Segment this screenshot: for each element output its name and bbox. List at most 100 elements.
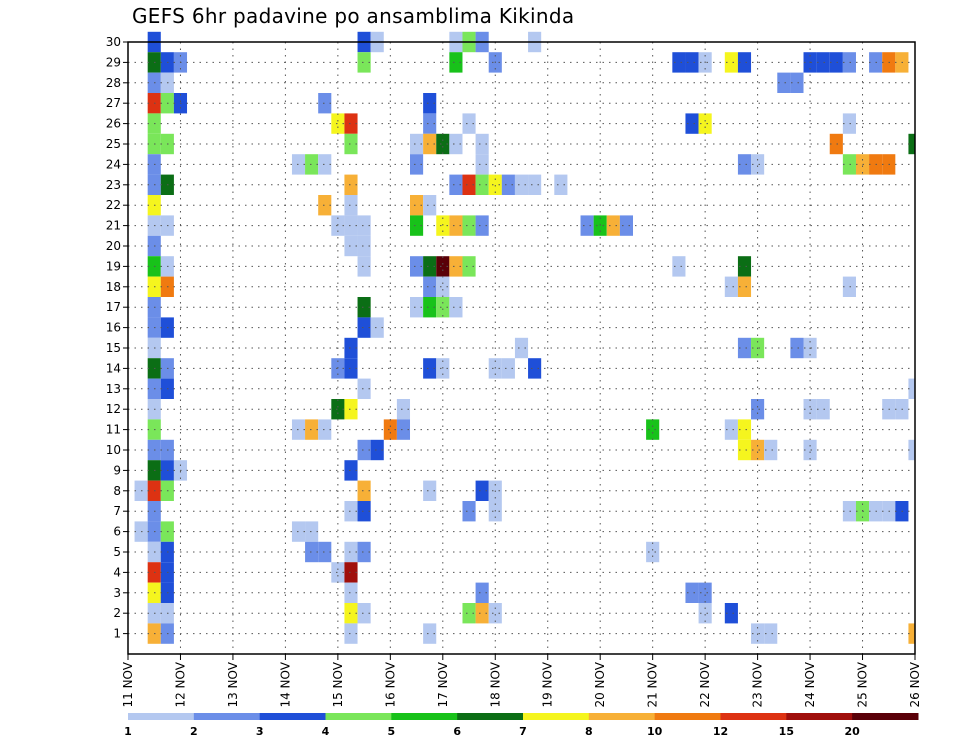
heatmap-cell: [488, 174, 502, 195]
heatmap-cell: [685, 113, 699, 134]
heatmap-cells: [134, 31, 915, 644]
legend-swatch: [588, 713, 656, 720]
heatmap-cell: [423, 93, 437, 114]
legend-swatch: [523, 713, 590, 720]
heatmap-cell: [410, 256, 424, 277]
heatmap-cell: [410, 154, 424, 175]
heatmap-cell: [423, 297, 437, 318]
heatmap-cell: [724, 52, 738, 73]
heatmap-cell: [672, 52, 686, 73]
legend-label: 3: [256, 725, 264, 738]
y-tick-label: 10: [106, 443, 121, 457]
heatmap-cell: [423, 358, 437, 379]
heatmap-cell: [396, 419, 411, 440]
heatmap-cell: [842, 154, 856, 175]
y-axis-ticks: 1234567891011121314151617181920212223242…: [106, 35, 128, 641]
y-tick-label: 17: [106, 300, 121, 314]
x-tick-label: 26 NOV: [908, 661, 922, 707]
x-tick-label: 21 NOV: [646, 661, 660, 707]
heatmap-cell: [737, 256, 752, 277]
heatmap-cell: [751, 154, 765, 175]
heatmap-cell: [331, 399, 345, 420]
legend-label: 15: [779, 725, 794, 738]
x-tick-label: 20 NOV: [593, 661, 607, 707]
heatmap-cell: [908, 623, 915, 644]
x-tick-label: 22 NOV: [698, 661, 712, 707]
y-tick-label: 28: [106, 76, 121, 90]
heatmap-cell: [672, 256, 686, 277]
heatmap-cell: [357, 215, 371, 236]
heatmap-cell: [764, 439, 778, 461]
y-tick-label: 2: [113, 606, 121, 620]
heatmap-cell: [423, 133, 437, 155]
heatmap-cell: [803, 399, 817, 420]
heatmap-cell: [291, 154, 306, 175]
heatmap-cell: [829, 133, 843, 155]
heatmap-cell: [344, 623, 358, 644]
x-tick-label: 18 NOV: [488, 661, 502, 707]
x-axis-ticks: 11 NOV 12 NOV 13 NOV 14 NOV 15 NOV 16 NOV 17 N…: [121, 654, 922, 708]
heatmap-cell: [344, 337, 358, 359]
heatmap-cell: [344, 215, 358, 236]
heatmap-cell: [436, 133, 450, 155]
heatmap-cell: [344, 113, 358, 134]
heatmap-cell: [423, 623, 437, 644]
y-tick-label: 12: [106, 402, 121, 416]
heatmap-cell: [436, 276, 450, 297]
y-tick-label: 29: [106, 55, 121, 69]
heatmap-cell: [331, 215, 345, 236]
heatmap-cell: [305, 541, 319, 563]
x-tick-label: 15 NOV: [331, 661, 345, 707]
heatmap-cell: [908, 133, 915, 155]
heatmap-cell: [462, 215, 476, 236]
heatmap-cell: [475, 582, 489, 603]
heatmap-cell: [436, 297, 450, 318]
heatmap-cell: [724, 419, 738, 440]
y-tick-label: 7: [113, 504, 121, 518]
heatmap-cell: [449, 133, 463, 155]
heatmap-cell: [344, 358, 358, 379]
heatmap-cell: [488, 603, 502, 624]
y-tick-label: 23: [106, 178, 121, 192]
heatmap-cell: [410, 195, 424, 216]
y-tick-label: 6: [113, 525, 121, 539]
y-tick-label: 11: [106, 423, 121, 437]
x-tick-label: 17 NOV: [436, 661, 450, 707]
heatmap-cell: [475, 154, 489, 175]
y-tick-label: 21: [106, 219, 121, 233]
heatmap-cell: [331, 562, 345, 583]
heatmap-cell: [357, 439, 371, 461]
heatmap-cell: [554, 174, 568, 195]
heatmap-cell: [344, 174, 358, 195]
heatmap-cell: [737, 337, 752, 359]
legend-swatch: [391, 713, 458, 720]
y-tick-label: 26: [106, 117, 121, 131]
chart-title: GEFS 6hr padavine po ansamblima Kikinda: [132, 4, 575, 28]
heatmap-cell: [357, 235, 371, 257]
y-tick-label: 20: [106, 239, 121, 253]
legend-swatch: [720, 713, 787, 720]
heatmap-cell: [436, 256, 450, 277]
heatmap-cell: [370, 317, 384, 338]
heatmap-cell: [908, 378, 915, 399]
heatmap-cell: [318, 541, 332, 563]
x-tick-label: 12 NOV: [173, 661, 187, 707]
heatmap-cell: [501, 174, 515, 195]
heatmap-cell: [344, 235, 358, 257]
heatmap-cell: [410, 297, 424, 318]
heatmap-cell: [318, 154, 332, 175]
heatmap-cell: [462, 174, 476, 195]
heatmap-cell: [462, 603, 476, 624]
heatmap-cell: [475, 215, 489, 236]
heatmap-cell: [344, 501, 358, 522]
heatmap-cell: [698, 603, 712, 624]
heatmap-cell: [436, 215, 450, 236]
y-tick-label: 18: [106, 280, 121, 294]
heatmap-cell: [449, 256, 463, 277]
legend-label: 20: [845, 725, 861, 738]
heatmap-cell: [423, 113, 437, 134]
heatmap-cell: [842, 52, 856, 73]
heatmap-cell: [344, 399, 358, 420]
heatmap-cell: [646, 419, 660, 440]
heatmap-cell: [751, 439, 765, 461]
